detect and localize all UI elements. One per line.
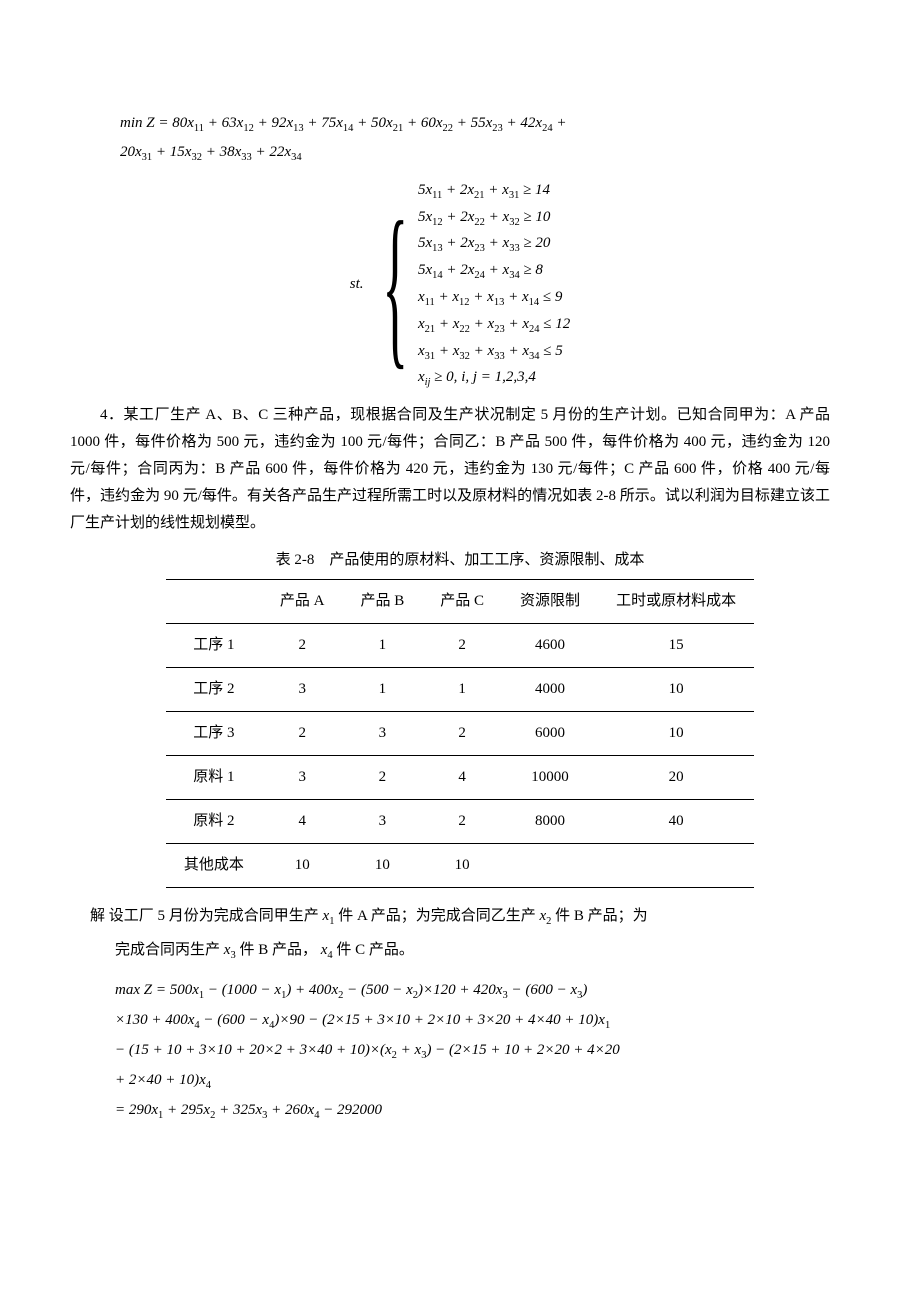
table-cell: 10 (598, 668, 754, 712)
table-cell: 6000 (502, 712, 598, 756)
table-cell: 3 (343, 712, 423, 756)
table-header: 产品 C (422, 580, 502, 624)
table-cell: 40 (598, 800, 754, 844)
table-cell: 工序 3 (166, 712, 262, 756)
table-cell: 10 (598, 712, 754, 756)
st-label: st. (350, 271, 364, 298)
objective-function-2: max Z = 500x1 − (1000 − x1) + 400x2 − (5… (115, 976, 860, 1126)
constraints-block-1: st. { 5x11 + 2x21 + x31 ≥ 14 5x12 + 2x22… (60, 178, 860, 392)
table-cell: 2 (262, 712, 343, 756)
table-cell: 1 (422, 668, 502, 712)
table-cell: 10000 (502, 756, 598, 800)
table-row: 工序 3 2 3 2 6000 10 (166, 712, 754, 756)
constraint-line: x31 + x32 + x33 + x34 ≤ 5 (418, 339, 570, 366)
table-cell (502, 844, 598, 888)
table-cell: 原料 2 (166, 800, 262, 844)
solution-intro-line2: 完成合同丙生产 x3 件 B 产品， x4 件 C 产品。 (115, 937, 830, 966)
constraints-lines: 5x11 + 2x21 + x31 ≥ 14 5x12 + 2x22 + x32… (418, 178, 570, 392)
table-header (166, 580, 262, 624)
table-cell: 2 (422, 624, 502, 668)
table-cell: 8000 (502, 800, 598, 844)
table-header: 工时或原材料成本 (598, 580, 754, 624)
table-cell: 10 (262, 844, 343, 888)
constraint-line: x11 + x12 + x13 + x14 ≤ 9 (418, 285, 570, 312)
table-cell: 3 (343, 800, 423, 844)
table-cell: 15 (598, 624, 754, 668)
table-cell: 3 (262, 668, 343, 712)
obj2-line: + 2×40 + 10)x4 (115, 1066, 860, 1096)
table-cell: 4 (422, 756, 502, 800)
table-row: 工序 2 3 1 1 4000 10 (166, 668, 754, 712)
table-cell: 20 (598, 756, 754, 800)
table-cell: 1 (343, 624, 423, 668)
table-cell: 2 (422, 800, 502, 844)
problem-4-text: 4．某工厂生产 A、B、C 三种产品，现根据合同及生产状况制定 5 月份的生产计… (70, 402, 830, 537)
table-cell: 10 (422, 844, 502, 888)
table-header: 产品 A (262, 580, 343, 624)
table-row: 工序 1 2 1 2 4600 15 (166, 624, 754, 668)
table-cell: 4000 (502, 668, 598, 712)
table-cell: 2 (262, 624, 343, 668)
resource-table: 产品 A 产品 B 产品 C 资源限制 工时或原材料成本 工序 1 2 1 2 … (166, 579, 754, 888)
table-row: 其他成本 10 10 10 (166, 844, 754, 888)
table-cell: 3 (262, 756, 343, 800)
table-header-row: 产品 A 产品 B 产品 C 资源限制 工时或原材料成本 (166, 580, 754, 624)
table-cell: 原料 1 (166, 756, 262, 800)
table-caption: 表 2-8 产品使用的原材料、加工工序、资源限制、成本 (60, 547, 860, 574)
obj1-line2: 20x31 + 15x32 + 38x33 + 22x34 (120, 139, 860, 168)
table-cell: 2 (422, 712, 502, 756)
table-cell (598, 844, 754, 888)
constraint-line: 5x11 + 2x21 + x31 ≥ 14 (418, 178, 570, 205)
table-header: 产品 B (343, 580, 423, 624)
table-cell: 4 (262, 800, 343, 844)
table-cell: 4600 (502, 624, 598, 668)
obj2-line: − (15 + 10 + 3×10 + 20×2 + 3×40 + 10)×(x… (115, 1036, 860, 1066)
obj2-line: ×130 + 400x4 − (600 − x4)×90 − (2×15 + 3… (115, 1006, 860, 1036)
table-cell: 1 (343, 668, 423, 712)
constraint-line: x21 + x22 + x23 + x24 ≤ 12 (418, 312, 570, 339)
table-header: 资源限制 (502, 580, 598, 624)
table-row: 原料 1 3 2 4 10000 20 (166, 756, 754, 800)
table-cell: 工序 1 (166, 624, 262, 668)
obj2-line: max Z = 500x1 − (1000 − x1) + 400x2 − (5… (115, 976, 860, 1006)
obj2-line: = 290x1 + 295x2 + 325x3 + 260x4 − 292000 (115, 1096, 860, 1126)
table-cell: 2 (343, 756, 423, 800)
constraint-line: 5x12 + 2x22 + x32 ≥ 10 (418, 205, 570, 232)
obj1-line1: min Z = 80x11 + 63x12 + 92x13 + 75x14 + … (120, 110, 860, 139)
table-row: 原料 2 4 3 2 8000 40 (166, 800, 754, 844)
constraint-line: 5x14 + 2x24 + x34 ≥ 8 (418, 258, 570, 285)
table-cell: 工序 2 (166, 668, 262, 712)
solution-intro-line1: 解 设工厂 5 月份为完成合同甲生产 x1 件 A 产品；为完成合同乙生产 x2… (90, 903, 830, 932)
objective-function-1: min Z = 80x11 + 63x12 + 92x13 + 75x14 + … (60, 110, 860, 168)
constraint-line: xij ≥ 0, i, j = 1,2,3,4 (418, 365, 570, 392)
table-cell: 其他成本 (166, 844, 262, 888)
table-cell: 10 (343, 844, 423, 888)
constraint-line: 5x13 + 2x23 + x33 ≥ 20 (418, 231, 570, 258)
